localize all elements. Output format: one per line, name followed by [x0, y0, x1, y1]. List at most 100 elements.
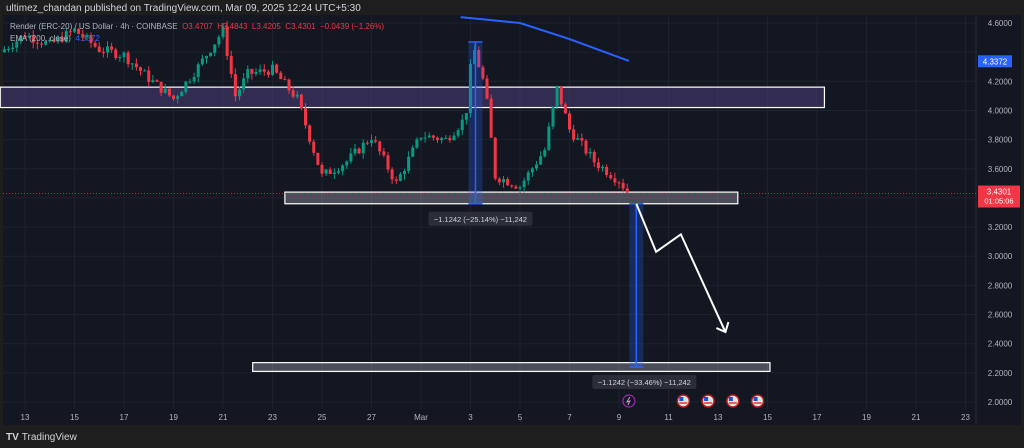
candle-body: [279, 72, 283, 80]
candle-body: [374, 140, 378, 142]
candle-body: [473, 49, 477, 65]
open-value: O3.4707: [182, 22, 213, 31]
candle-body: [592, 151, 596, 163]
candle-body: [485, 78, 489, 99]
candle-body: [295, 94, 299, 97]
flag-canton: [704, 397, 709, 401]
us-flag-event-icon[interactable]: [750, 394, 765, 408]
candle-body: [382, 151, 386, 156]
low-value: L3.4205: [251, 22, 281, 31]
time-tick-label: 27: [367, 413, 376, 422]
us-flag-event-icon[interactable]: [676, 394, 691, 408]
time-tick-label: 13: [714, 413, 723, 422]
time-tick-label: 15: [70, 413, 79, 422]
time-tick-label: 19: [862, 413, 871, 422]
candle-body: [349, 153, 353, 162]
candle-body: [456, 130, 460, 136]
candle-body: [332, 172, 336, 175]
us-flag-event-icon[interactable]: [726, 394, 740, 408]
candle-body: [308, 125, 312, 142]
candle-body: [584, 140, 588, 154]
candle-body: [31, 35, 35, 43]
candle-body: [40, 43, 43, 45]
flag-canton: [728, 397, 733, 401]
candle-body: [114, 49, 118, 58]
candle-body: [431, 135, 435, 138]
candle-body: [139, 67, 142, 71]
candle-body: [221, 26, 225, 37]
candle-body: [535, 164, 538, 169]
candle-body: [427, 135, 431, 138]
candle-body: [464, 113, 468, 120]
time-tick-label: 23: [268, 413, 277, 422]
candle-body: [522, 180, 526, 188]
price-tick-label: 3.0000: [988, 252, 1013, 261]
lightning-event-icon[interactable]: [622, 394, 636, 408]
candle-body: [580, 138, 584, 141]
candle-body: [7, 48, 10, 50]
candle-body: [68, 31, 72, 33]
flag-canton: [753, 397, 758, 401]
support-resistance-zone: [284, 191, 739, 205]
candle-body: [477, 49, 481, 68]
time-tick-label: 5: [518, 413, 523, 422]
candle-body: [386, 155, 390, 170]
candle-body: [493, 137, 497, 179]
candle-body: [328, 169, 332, 175]
publisher-line: ultimez_chandan published on TradingView…: [6, 3, 361, 14]
measure-label: −1.1242 (−25.14%) −11,242: [434, 215, 527, 224]
candle-body: [304, 108, 307, 126]
candle-body: [452, 135, 456, 141]
change-value: −0.0439 (−1.26%): [320, 22, 385, 31]
symbol-title[interactable]: Render (ERC-20) / US Dollar · 4h · COINB…: [10, 22, 178, 31]
candle-body: [225, 26, 229, 57]
us-flag-event-icon[interactable]: [701, 394, 715, 408]
support-resistance-zone: [252, 362, 771, 372]
candle-body: [44, 41, 48, 45]
candle-body: [192, 77, 196, 82]
candle-body: [167, 88, 171, 96]
candle-body: [134, 63, 138, 68]
price-tick-label: 4.0000: [988, 106, 1013, 115]
candle-body: [254, 72, 258, 74]
candle-body: [605, 166, 609, 176]
candle-body: [122, 52, 126, 58]
candle-body: [89, 35, 93, 43]
candle-body: [489, 98, 493, 138]
candle-body: [411, 147, 415, 157]
candle-body: [56, 37, 60, 42]
last-price-value: 3.4301: [987, 188, 1012, 197]
candle-body: [613, 178, 617, 183]
candle-body: [502, 179, 505, 183]
candle-body: [188, 81, 192, 83]
candle-body: [23, 35, 27, 38]
candle-body: [250, 69, 254, 74]
candle-body: [526, 172, 530, 181]
candle-body: [229, 56, 233, 75]
candle-body: [530, 168, 534, 173]
price-tick-label: 2.4000: [988, 340, 1013, 349]
time-tick-label: 21: [912, 413, 921, 422]
candle-body: [19, 35, 23, 42]
candle-body: [85, 35, 89, 38]
candle-body: [242, 78, 246, 90]
candle-body: [398, 174, 402, 181]
chart-legend: Render (ERC-20) / US Dollar · 4h · COINB…: [10, 21, 384, 45]
support-resistance-zone: [0, 86, 826, 109]
time-tick-label: 15: [763, 413, 772, 422]
candle-body: [341, 165, 345, 172]
candle-body: [27, 35, 31, 38]
candle-body: [617, 182, 621, 184]
price-tick-label: 2.2000: [988, 369, 1013, 378]
projection-arrow: [635, 203, 727, 333]
countdown-value: 01:05:06: [984, 197, 1013, 206]
candle-body: [324, 169, 328, 174]
time-tick-label: 11: [664, 413, 673, 422]
candle-body: [543, 149, 547, 157]
price-tick-label: 2.8000: [988, 281, 1013, 290]
candle-body: [551, 106, 555, 127]
candle-body: [93, 42, 97, 47]
tradingview-logo[interactable]: TV TradingView: [6, 432, 77, 443]
ema-label[interactable]: EMA (200, close): [10, 34, 71, 43]
